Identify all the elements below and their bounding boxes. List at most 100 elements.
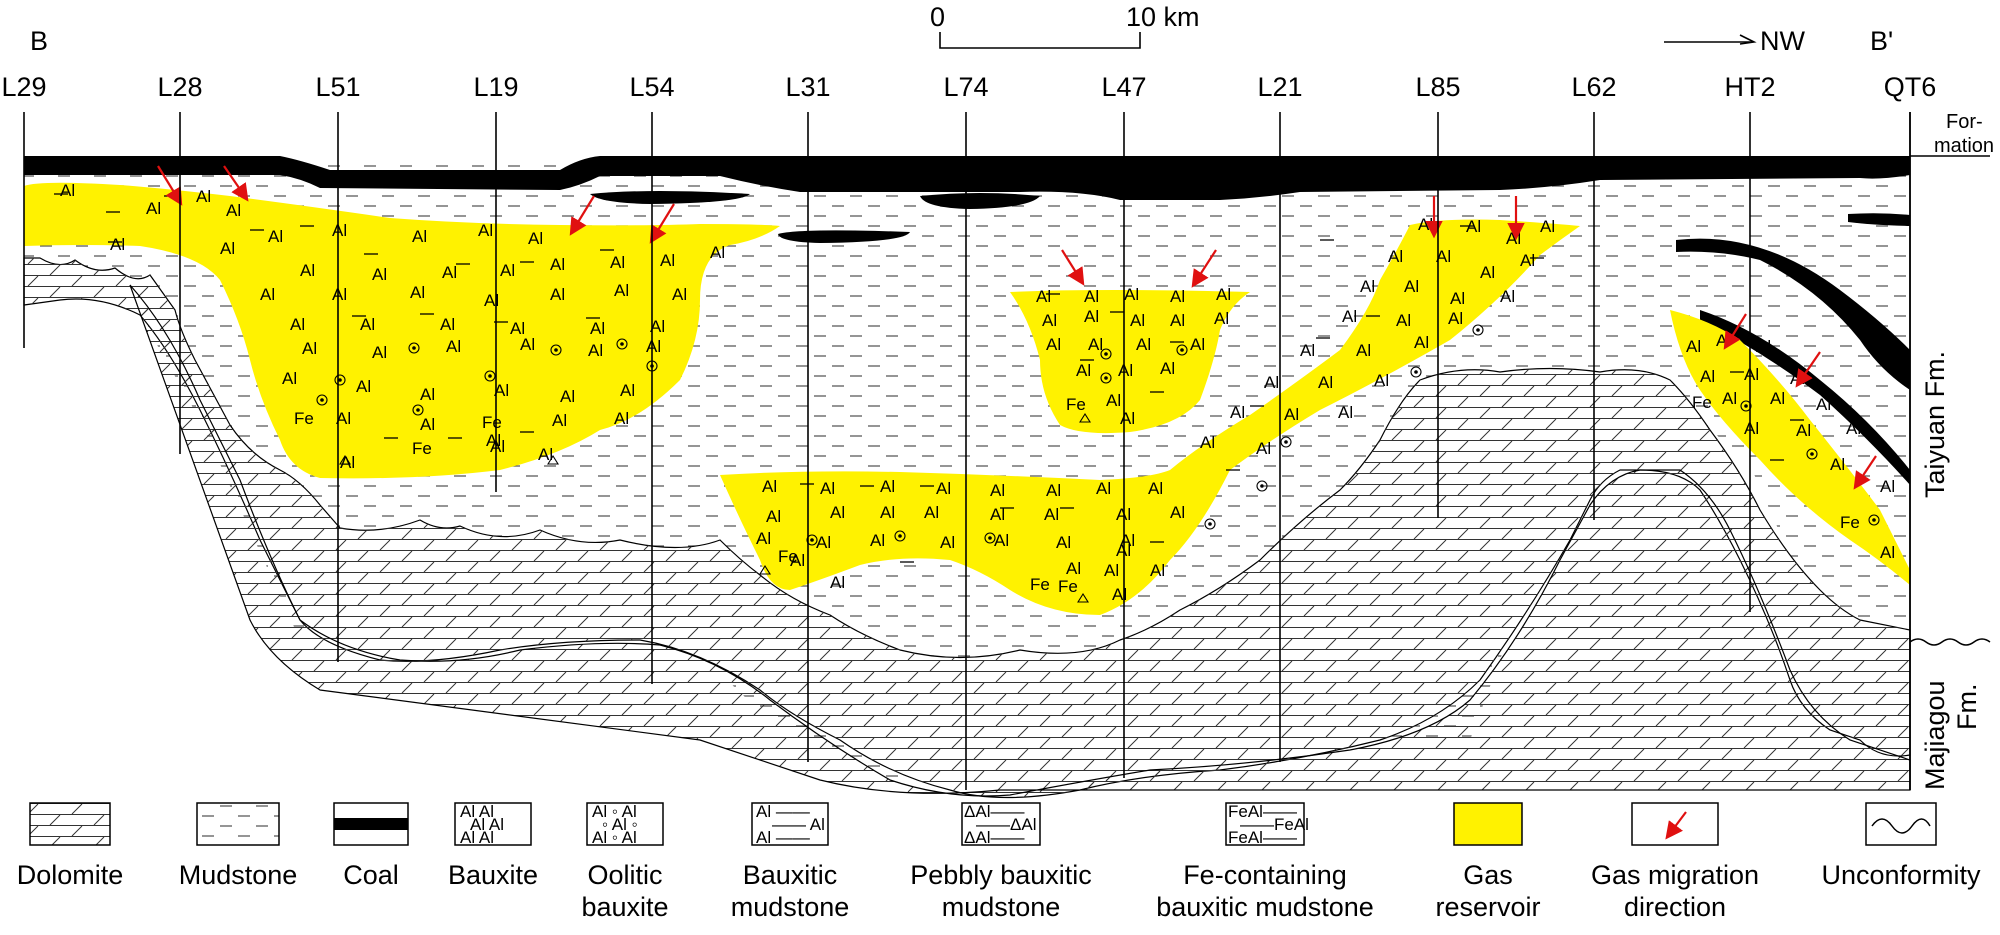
swatch-text: Al —— (756, 828, 810, 847)
fe-symbol: Fe (1030, 575, 1050, 594)
al-symbol: Al (60, 181, 75, 200)
al-symbol: Al (1448, 309, 1463, 328)
ooid-core (1208, 522, 1212, 526)
al-symbol: Al (1170, 503, 1185, 522)
al-symbol: Al (268, 227, 283, 246)
ooid-core (1810, 452, 1814, 456)
al-symbol: Al (484, 291, 499, 310)
legend-label-gas-migration: direction (1624, 892, 1726, 922)
al-symbol: Al (1150, 561, 1165, 580)
al-symbol: Al (1084, 287, 1099, 306)
ooid-symbol (1806, 448, 1818, 460)
al-symbol: Al (510, 319, 525, 338)
scale-zero: 0 (930, 2, 945, 32)
al-symbol: Al (1170, 311, 1185, 330)
section-header: B B' NW 0 10 km L29 L28 L51 L19 L54 L31 L74 L47… (1, 2, 1936, 102)
al-symbol: Al (1160, 359, 1175, 378)
al-symbol: Al (1136, 335, 1151, 354)
ooid-symbol (1100, 348, 1112, 360)
ooid-core (988, 536, 992, 540)
legend-label-bauxitic-mudstone: mudstone (731, 892, 850, 922)
coal-seam-ht2 (1676, 238, 1910, 390)
well-label-ht2: HT2 (1724, 72, 1775, 102)
unconformity-line (1909, 638, 1991, 646)
al-symbol: Al (490, 437, 505, 456)
pebble-symbol (1079, 412, 1091, 423)
al-symbol: Al (710, 243, 725, 262)
al-symbol: Al (990, 505, 1005, 524)
al-symbol: Al (1044, 505, 1059, 524)
al-symbol: Al (614, 281, 629, 300)
ooid-core (488, 374, 492, 378)
ooid-core (1104, 352, 1108, 356)
ooid-core (620, 342, 624, 346)
fe-symbol: Fe (294, 409, 314, 428)
majiagou-formation-label-2: Fm. (1952, 684, 1982, 731)
al-symbol: Al (1436, 247, 1451, 266)
al-symbol: Al (762, 477, 777, 496)
swatch-text: ΔAl—— (964, 828, 1024, 847)
gas-reservoir-l47 (1010, 290, 1250, 434)
legend-label-fe-bauxitic-mudstone: Fe-containing (1183, 860, 1347, 890)
al-symbol: Al (646, 337, 661, 356)
al-symbol: Al (1084, 307, 1099, 326)
swatch-text: Al ◦ Al (592, 828, 637, 847)
legend-swatch-bauxitic-mudstone: Al —— —— Al Al —— (751, 802, 829, 847)
al-symbol: Al (372, 343, 387, 362)
pebble-symbol (547, 454, 559, 465)
swatch-text: Al Al (460, 802, 494, 821)
al-symbol: Al (1338, 403, 1353, 422)
al-symbol: Al (282, 369, 297, 388)
swatch-text: Al ◦ Al (592, 802, 637, 821)
swatch-text: Al Al (460, 828, 494, 847)
pebble-symbol (1077, 592, 1089, 603)
al-symbol: Al (420, 385, 435, 404)
al-symbol: Al (1046, 481, 1061, 500)
swatch-text: ——FeAl (1240, 815, 1309, 834)
well-label-l62: L62 (1571, 72, 1616, 102)
al-symbol: Al (610, 253, 625, 272)
al-symbol: Al (446, 337, 461, 356)
al-symbol: Al (550, 255, 565, 274)
al-symbol: Al (1284, 405, 1299, 424)
al-symbol: Al (356, 377, 371, 396)
al-symbol: Al (1540, 217, 1555, 236)
al-symbol: Al (1756, 337, 1771, 356)
gas-reservoir-channel (720, 219, 1580, 616)
gas-migration-arrow (1795, 351, 1821, 388)
ooid-symbol (1204, 518, 1216, 530)
well-labels: L29 L28 L51 L19 L54 L31 L74 L47 L21 L85 L62 HT2 QT6 (1, 72, 1936, 102)
legend-label-unconformity: Unconformity (1821, 860, 1981, 890)
ooid-core (1476, 328, 1480, 332)
al-symbol: Al (1300, 341, 1315, 360)
legend-swatch-oolitic-bauxite: Al ◦ Al ◦ Al ◦ Al ◦ Al (586, 802, 664, 847)
al-symbol: Al (146, 199, 161, 218)
al-symbol: Al (1264, 373, 1279, 392)
al-symbol: Al (870, 531, 885, 550)
al-symbol: Al (332, 285, 347, 304)
al-symbol: Al (1214, 309, 1229, 328)
al-symbol: Al (940, 533, 955, 552)
al-symbol: Al (1088, 335, 1103, 354)
ooid-core (810, 538, 814, 542)
al-symbol: Al (494, 381, 509, 400)
al-symbol: Al (1056, 533, 1071, 552)
al-symbol: Al (538, 445, 553, 464)
al-symbol: Al (1148, 479, 1163, 498)
swatch-text: Al —— (756, 802, 810, 821)
section-end-label: B' (1870, 26, 1893, 56)
al-symbol: Al (1130, 311, 1145, 330)
al-symbol: Al (1744, 365, 1759, 384)
al-symbol: Al (1318, 373, 1333, 392)
formation-labels: For- mation Taiyuan Fm. Majiagou Fm. (1920, 111, 1994, 790)
al-symbol: Al (880, 503, 895, 522)
coal-lens-3 (778, 230, 910, 243)
coal-lens-4 (1848, 213, 1910, 226)
ooid-symbol (616, 338, 628, 350)
al-symbol: Al (1170, 287, 1185, 306)
al-symbol: Al (1036, 287, 1051, 306)
dolomite-lower (129, 284, 1911, 797)
legend-swatch-pebbly-bauxitic-mudstone: ΔAl—— ——ΔAl ΔAl—— (961, 802, 1041, 847)
